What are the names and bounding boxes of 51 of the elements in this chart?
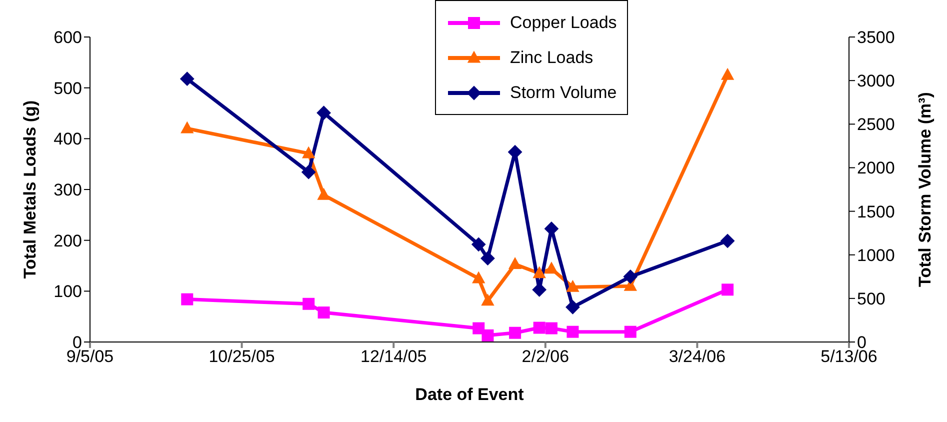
point <box>545 322 558 334</box>
legend-label: Copper Loads <box>510 12 617 32</box>
point <box>317 188 330 200</box>
point <box>316 106 331 120</box>
point <box>301 164 316 180</box>
x-tick-label: 3/24/06 <box>668 347 726 366</box>
point <box>481 294 494 306</box>
y-axis-title: Total Metals Loads (g) <box>20 100 40 279</box>
y2-tick-label: 2500 <box>857 115 895 134</box>
point <box>532 266 546 278</box>
y2-tick-label: 3000 <box>857 72 895 91</box>
x-tick-label: 2/2/06 <box>522 347 570 366</box>
point <box>624 326 636 338</box>
point <box>566 326 579 338</box>
y-tick-label: 100 <box>54 282 82 302</box>
point <box>180 72 194 86</box>
y2-tick-label: 3500 <box>857 28 895 48</box>
point <box>180 121 194 134</box>
point <box>722 284 734 296</box>
y-tick-label: 400 <box>54 130 82 149</box>
y2-tick-label: 1500 <box>857 202 895 222</box>
point <box>720 68 734 80</box>
y2-axis-title: Total Storm Volume (m³) <box>916 92 934 287</box>
legend-label: Zinc Loads <box>510 48 594 68</box>
x-axis-title: Date of Event <box>415 385 524 404</box>
legend-label: Storm Volume <box>510 82 617 102</box>
y2-tick-label: 1000 <box>857 246 895 265</box>
point <box>533 322 546 334</box>
point <box>471 237 486 252</box>
y-tick-label: 200 <box>54 231 82 250</box>
y2-tick-label: 500 <box>857 289 886 308</box>
x-tick-label: 10/25/05 <box>208 347 275 366</box>
point <box>482 329 494 342</box>
x-tick-label: 12/14/05 <box>360 347 427 366</box>
point <box>302 298 315 310</box>
point <box>480 251 495 266</box>
point <box>623 269 638 284</box>
point <box>318 306 330 319</box>
point <box>508 257 522 270</box>
y-tick-label: 500 <box>54 78 82 98</box>
point <box>720 234 735 248</box>
point <box>302 146 316 158</box>
point <box>566 300 580 314</box>
y2-tick-label: 2000 <box>857 158 895 178</box>
y-tick-label: 300 <box>54 180 82 200</box>
point <box>544 262 558 274</box>
point <box>509 326 522 339</box>
point <box>566 280 580 292</box>
point <box>181 293 194 306</box>
y-tick-label: 600 <box>54 28 82 48</box>
point <box>472 271 486 284</box>
